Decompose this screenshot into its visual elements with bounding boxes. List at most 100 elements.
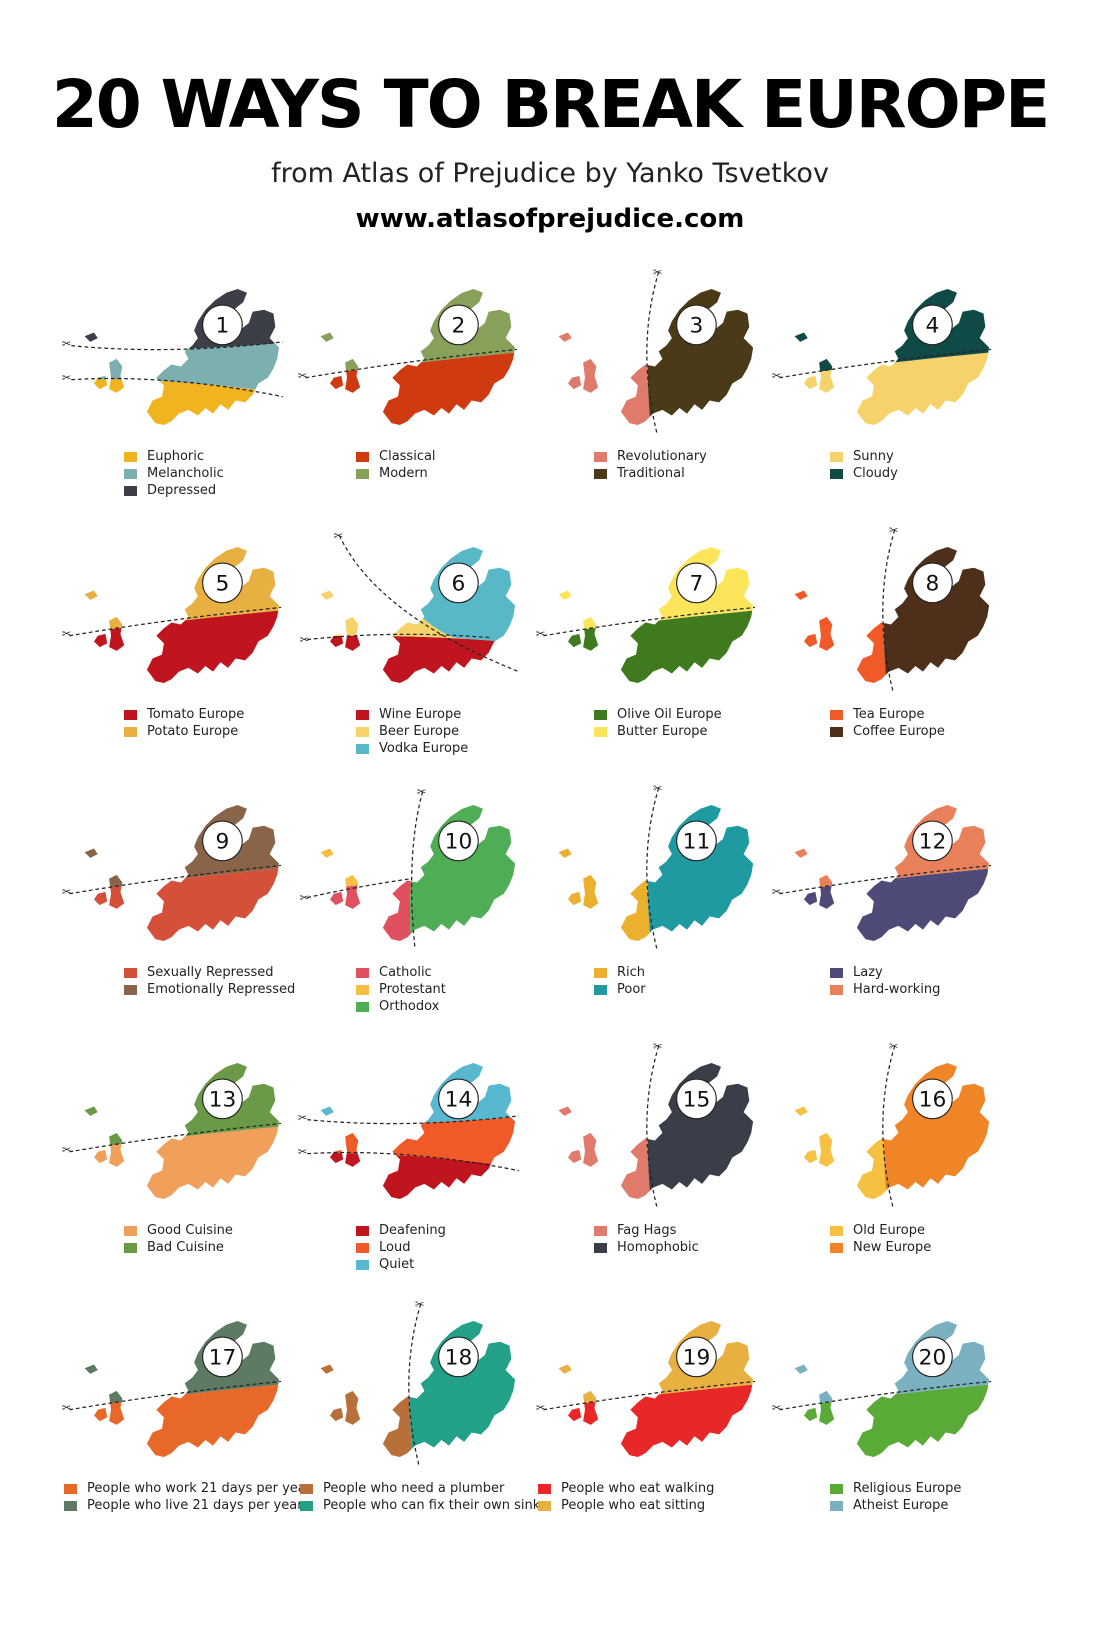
legend-label: Classical [379,449,436,464]
map-legend: Good Cuisine Bad Cuisine [124,1222,374,1256]
legend-swatch [300,1483,313,1494]
map-legend: Wine Europe Beer Europe Vodka Europe [356,706,606,757]
scissors-icon: ✂ [772,885,782,899]
legend-item: Quiet [356,1256,606,1273]
map-region-7-1 [558,609,754,683]
map-region-12-1 [794,867,990,941]
map-legend: Fag Hags Homophobic [594,1222,844,1256]
map-legend: Tomato Europe Potato Europe [124,706,374,740]
map-region-20-1 [794,1383,990,1457]
cut-line [71,377,284,398]
legend-item: Lazy [830,964,1080,981]
legend-label: Tomato Europe [147,707,245,722]
legend-swatch [594,1242,607,1253]
legend-label: Quiet [379,1257,415,1272]
legend-swatch [830,984,843,995]
scissors-icon: ✂ [772,369,782,383]
legend-label: Melancholic [147,466,224,481]
legend-swatch [594,984,607,995]
legend-item: Old Europe [830,1222,1080,1239]
legend-label: People who need a plumber [323,1481,505,1496]
map-number: 10 [445,829,473,854]
cut-line [69,1380,282,1411]
map-legend: Sunny Cloudy [830,448,1080,482]
legend-swatch [356,1001,369,1012]
cut-line [646,787,660,949]
legend-label: Coffee Europe [853,724,945,739]
map-number-badge: 19 [676,1336,717,1378]
map-legend: Classical Modern [356,448,606,482]
map-region-17-1 [84,1383,280,1457]
map-region-16-2 [883,1063,990,1199]
map-number-badge: 13 [202,1078,243,1120]
map-legend: People who eat walking People who eat sit… [538,1480,788,1514]
map-number: 8 [926,571,940,596]
map-panel-2: ✂ 2 Classical Modern [298,272,550,532]
map-number-badge: 2 [438,304,479,346]
legend-label: Loud [379,1240,411,1255]
legend-item: Fag Hags [594,1222,844,1239]
europe-map-15: ✂ 15 [558,1039,754,1207]
legend-label: Religious Europe [853,1481,962,1496]
map-panel-15: ✂ 15 Fag Hags Homophobic [538,1039,788,1306]
map-panel-16: ✂ 16 Old Europe New Europe [774,1039,1024,1306]
scissors-icon: ✂ [298,1111,308,1125]
map-region-11-2 [647,805,754,941]
map-number-badge: 5 [202,562,243,604]
map-legend: People who work 21 days per year People w… [64,1480,314,1514]
legend-swatch [124,1242,137,1253]
legend-item: Sexually Repressed [124,964,374,981]
legend-item: People who work 21 days per year [64,1480,314,1497]
legend-item: People who eat walking [538,1480,788,1497]
legend-label: Wine Europe [379,707,462,722]
legend-label: Beer Europe [379,724,460,739]
map-panel-17: ✂ 17 People who work 21 days per year Peopl… [62,1304,314,1564]
scissors-icon: ✂ [653,265,663,279]
map-region-4-1 [794,351,990,425]
legend-label: Poor [617,982,646,997]
legend-swatch [64,1483,77,1494]
legend-swatch [356,468,369,479]
map-region-15-2 [647,1063,754,1199]
legend-label: Homophobic [617,1240,699,1255]
legend-swatch [124,967,137,978]
map-region-5-1 [84,609,280,683]
legend-item: Rich [594,964,844,981]
map-panel-14: ✂ ✂ 14 Deafening Loud Quiet [298,1046,550,1306]
legend-label: Deafening [379,1223,446,1238]
legend-label: Vodka Europe [379,741,469,756]
legend-swatch [594,1225,607,1236]
scissors-icon: ✂ [653,1039,663,1053]
map-legend: Revolutionary Traditional [594,448,844,482]
page-subtitle: from Atlas of Prejudice by Yanko Tsvetko… [271,158,829,189]
legend-swatch [124,485,137,496]
map-number: 18 [445,1345,473,1370]
europe-map-10: ✂ ✂ 10 [300,785,516,949]
map-panel-12: ✂ 12 Lazy Hard-working [772,788,1024,1048]
legend-swatch [538,1483,551,1494]
legend-item: People who need a plumber [300,1480,550,1497]
legend-item: Revolutionary [594,448,844,465]
map-number: 7 [690,571,704,596]
legend-label: People who work 21 days per year [87,1481,312,1496]
legend-item: Protestant [356,981,606,998]
scissors-icon: ✂ [62,627,72,641]
cut-line [338,535,520,673]
legend-label: Revolutionary [617,449,707,464]
map-legend: Old Europe New Europe [830,1222,1080,1256]
map-region-18-2 [409,1321,516,1457]
europe-map-11: ✂ 11 [558,781,754,949]
legend-label: Catholic [379,965,432,980]
europe-map-2: ✂2 [298,289,518,425]
website-url[interactable]: www.atlasofprejudice.com [355,204,745,234]
legend-label: Modern [379,466,428,481]
legend-swatch [124,468,137,479]
legend-label: Euphoric [147,449,205,464]
map-number-badge: 8 [912,562,953,604]
europe-map-14: ✂ ✂ 14 [298,1063,520,1199]
map-panel-10: ✂ ✂ 10 Catholic Protestant Orthodox [300,785,550,1048]
map-region-13-1 [84,1125,280,1199]
europe-map-9: ✂9 [62,805,282,941]
legend-label: Protestant [379,982,446,997]
scissors-icon: ✂ [536,627,546,641]
